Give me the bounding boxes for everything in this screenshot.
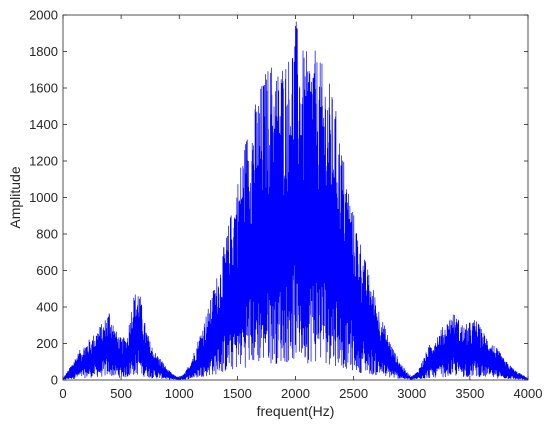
y-tick-label: 1800 — [29, 44, 58, 59]
x-tick-label: 1000 — [165, 386, 194, 401]
x-axis-label: frequent(Hz) — [257, 403, 335, 419]
y-tick-label: 400 — [36, 300, 58, 315]
y-tick-label: 0 — [51, 373, 58, 388]
y-tick-label: 1400 — [29, 117, 58, 132]
y-tick-label: 1600 — [29, 81, 58, 96]
x-tick-label: 1500 — [223, 386, 252, 401]
x-tick-label: 500 — [110, 386, 132, 401]
y-axis-label: Amplitude — [7, 166, 23, 228]
x-tick-label: 0 — [59, 386, 66, 401]
x-tick-label: 2500 — [339, 386, 368, 401]
x-tick-label: 4000 — [514, 386, 543, 401]
y-tick-label: 1000 — [29, 190, 58, 205]
x-tick-label: 3500 — [455, 386, 484, 401]
y-tick-label: 800 — [36, 227, 58, 242]
y-tick-label: 200 — [36, 336, 58, 351]
y-tick-label: 2000 — [29, 8, 58, 23]
y-tick-label: 600 — [36, 263, 58, 278]
x-axis: 0 500 1000 1500 2000 2500 3000 3500 4000 — [59, 15, 542, 401]
x-tick-label: 3000 — [397, 386, 426, 401]
x-tick-label: 2000 — [281, 386, 310, 401]
y-tick-label: 1200 — [29, 154, 58, 169]
amplitude-series-line — [62, 21, 529, 380]
series-layer — [62, 21, 529, 380]
y-axis: 0 200 400 600 800 1000 1200 1400 1600 1800 2000 — [29, 8, 528, 388]
